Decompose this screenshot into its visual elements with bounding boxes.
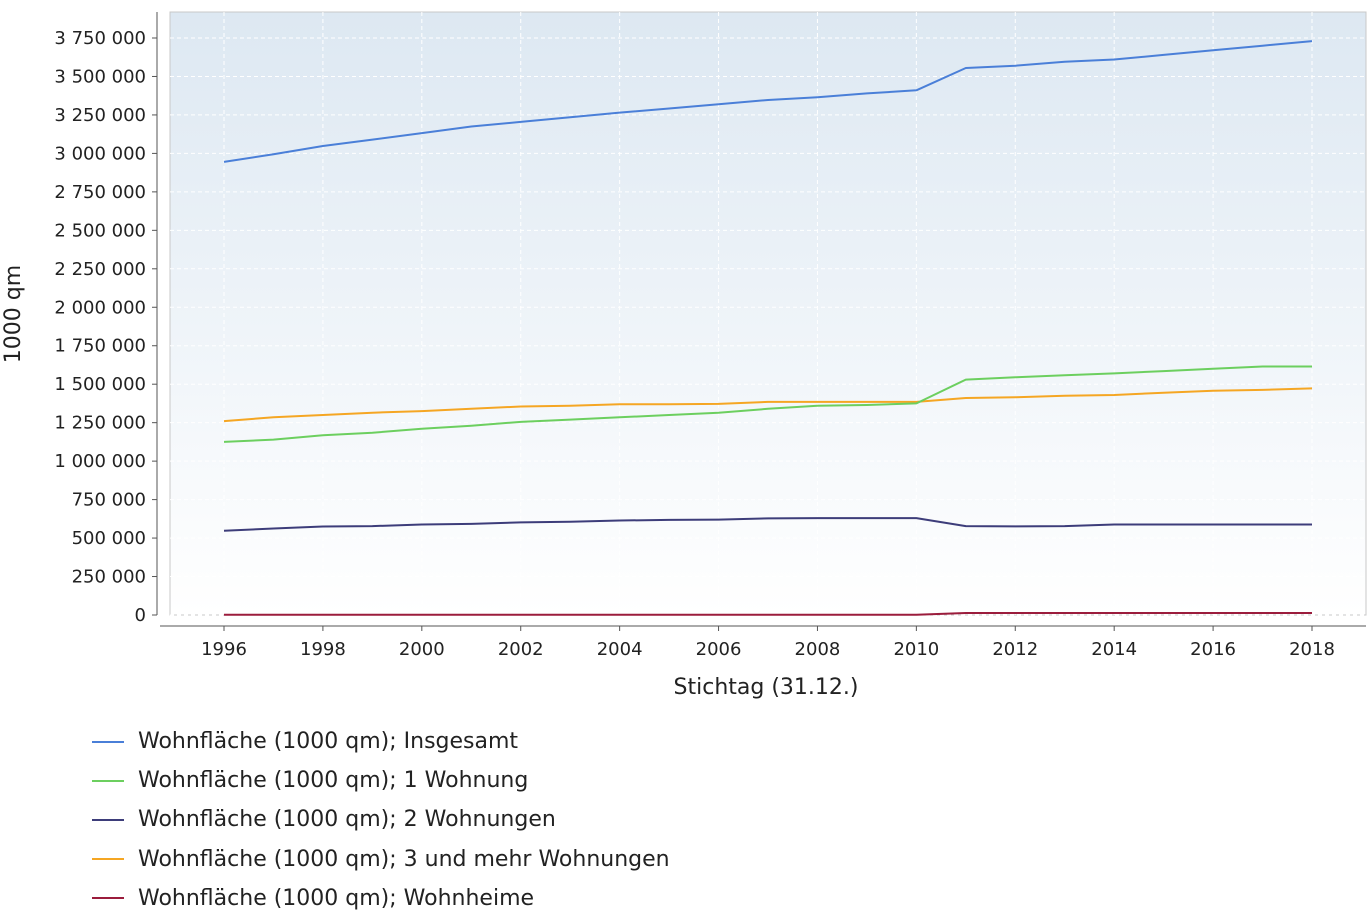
legend: Wohnfläche (1000 qm); Insgesamt Wohnfläch…: [92, 722, 670, 918]
legend-item: Wohnfläche (1000 qm); Wohnheime: [92, 879, 670, 918]
series-line-5: [224, 612, 1312, 616]
y-tick-label: 750 000: [72, 490, 146, 511]
legend-item: Wohnfläche (1000 qm); Insgesamt: [92, 722, 670, 761]
y-axis-ticks: 0 250 000 500 000 750 000 1 000 000 1 250 000…: [54, 28, 157, 626]
x-tick-label: 2002: [498, 639, 544, 660]
series-line-2: [223, 365, 1312, 443]
x-axis-ticks: 1996 1998 2000 2002 2004 2006 2008 2010 2012 2014…: [201, 626, 1335, 660]
x-tick-label: 2006: [696, 639, 742, 660]
x-tick-label: 1998: [300, 639, 346, 660]
axes: [156, 12, 1366, 627]
legend-label: Wohnfläche (1000 qm); Insgesamt: [138, 729, 519, 755]
series-line-3: [223, 517, 1312, 532]
x-tick-label: 1996: [201, 639, 247, 660]
legend-item: Wohnfläche (1000 qm); 3 und mehr Wohnung…: [92, 840, 670, 879]
legend-label: Wohnfläche (1000 qm); 1 Wohnung: [138, 768, 529, 794]
plot-area: [169, 11, 1367, 616]
legend-swatch: [92, 818, 124, 821]
legend-item: Wohnfläche (1000 qm); 2 Wohnungen: [92, 800, 670, 839]
legend-swatch: [92, 897, 124, 900]
y-tick-label: 1 500 000: [54, 374, 146, 395]
x-tick-label: 2014: [1091, 639, 1137, 660]
legend-swatch: [92, 740, 124, 743]
legend-label: Wohnfläche (1000 qm); 3 und mehr Wohnung…: [138, 846, 670, 872]
y-tick-label: 1 250 000: [54, 413, 146, 434]
legend-swatch: [92, 779, 124, 782]
y-tick-label: 250 000: [72, 567, 146, 588]
x-tick-label: 2004: [597, 639, 643, 660]
y-tick-label: 0: [135, 605, 146, 626]
y-tick-label: 3 250 000: [54, 105, 146, 126]
y-tick-label: 2 500 000: [54, 220, 146, 241]
y-tick-label: 2 750 000: [54, 182, 146, 203]
legend-label: Wohnfläche (1000 qm); Wohnheime: [138, 885, 535, 911]
y-tick-label: 2 250 000: [54, 259, 146, 280]
y-tick-label: 1 000 000: [54, 451, 146, 472]
y-tick-label: 3 500 000: [54, 66, 146, 87]
x-axis-title: Stichtag (31.12.): [674, 675, 859, 700]
y-axis-title: 1000 qm: [1, 265, 26, 363]
series-line-4: [223, 387, 1313, 423]
x-tick-label: 2010: [893, 639, 939, 660]
x-tick-label: 2000: [399, 639, 445, 660]
x-tick-label: 2018: [1289, 639, 1335, 660]
legend-label: Wohnfläche (1000 qm); 2 Wohnungen: [138, 807, 556, 833]
legend-item: Wohnfläche (1000 qm); 1 Wohnung: [92, 761, 670, 800]
y-tick-label: 500 000: [72, 528, 146, 549]
y-tick-label: 2 000 000: [54, 297, 146, 318]
y-tick-label: 1 750 000: [54, 336, 146, 357]
y-tick-label: 3 000 000: [54, 143, 146, 164]
series-lines: [223, 40, 1313, 616]
line-chart: 0 250 000 500 000 750 000 1 000 000 1 250 000…: [1, 11, 1367, 700]
x-tick-label: 2016: [1190, 639, 1236, 660]
x-tick-label: 2008: [795, 639, 841, 660]
legend-swatch: [92, 858, 124, 861]
x-tick-label: 2012: [992, 639, 1038, 660]
series-line-1: [223, 40, 1313, 163]
y-tick-label: 3 750 000: [54, 28, 146, 49]
